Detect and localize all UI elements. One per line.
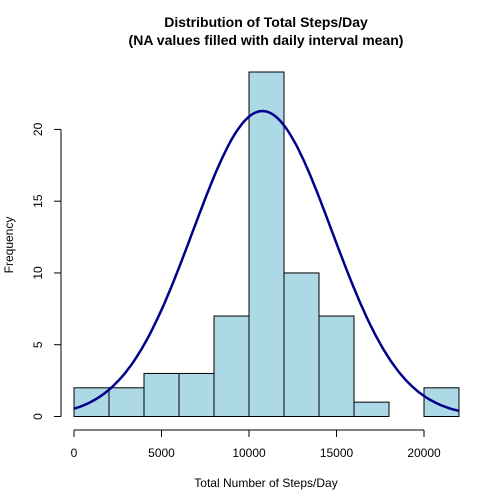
histogram-bar <box>283 272 320 418</box>
histogram-bar <box>213 315 250 418</box>
histogram-bar <box>318 315 355 418</box>
chart-subtitle: (NA values filled with daily interval me… <box>129 32 404 48</box>
x-tick-label: 20000 <box>407 446 441 460</box>
density-curve <box>73 109 460 413</box>
histogram-bar <box>248 71 285 417</box>
y-axis-label: Frequency <box>2 217 16 274</box>
x-axis: 0 5000 10000 15000 20000 <box>71 429 441 460</box>
x-tick-label: 10000 <box>232 446 266 460</box>
y-tick-label: 20 <box>31 122 45 136</box>
x-tick-label: 5000 <box>148 446 175 460</box>
x-axis-label: Total Number of Steps/Day <box>194 476 337 490</box>
x-tick-label: 15000 <box>320 446 354 460</box>
histogram-bar <box>108 387 145 417</box>
y-tick-label: 5 <box>31 341 45 348</box>
x-tick-label: 0 <box>71 446 78 460</box>
histogram-bar <box>143 372 180 417</box>
y-tick-label: 10 <box>31 266 45 280</box>
chart-title: Distribution of Total Steps/Day <box>164 14 368 30</box>
histogram-bar <box>353 401 390 418</box>
histogram-bar <box>423 387 460 417</box>
histogram-bar <box>178 372 215 417</box>
y-tick-label: 0 <box>31 413 45 420</box>
y-tick-label: 15 <box>31 194 45 208</box>
y-axis: 0 5 10 15 20 <box>31 122 62 420</box>
bars-group <box>73 71 460 418</box>
